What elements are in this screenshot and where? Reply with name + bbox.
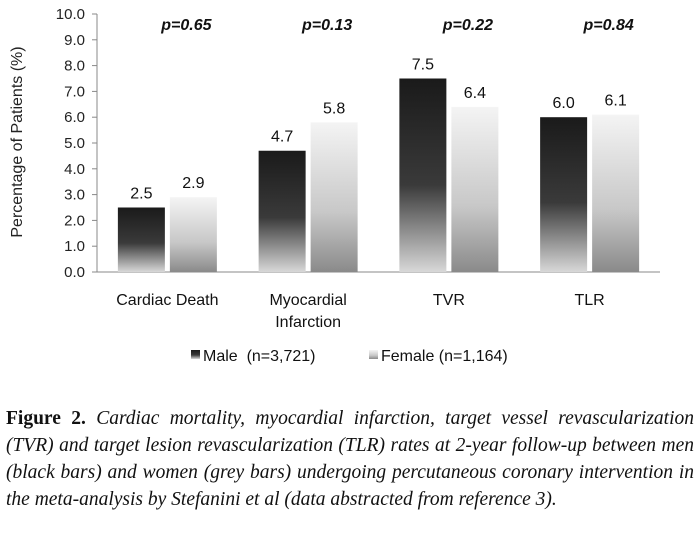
bar-value-label: 2.5 xyxy=(130,186,152,203)
p-value-annotation: p=0.22 xyxy=(442,17,493,34)
y-tick-label: 8.0 xyxy=(64,58,85,75)
bar-value-label: 4.7 xyxy=(271,129,293,146)
category-label: Cardiac Death xyxy=(116,292,218,309)
bar-male xyxy=(117,207,165,272)
y-tick-label: 6.0 xyxy=(64,109,85,126)
y-tick-label: 3.0 xyxy=(64,187,85,204)
category-label: TVR xyxy=(433,292,465,309)
bar-value-label: 2.9 xyxy=(182,175,204,192)
legend-label-female: Female (n=1,164) xyxy=(381,348,508,365)
bar-value-label: 7.5 xyxy=(412,57,434,74)
bar-value-label: 6.1 xyxy=(605,93,627,110)
y-tick-label: 10.0 xyxy=(56,6,85,23)
bar-male xyxy=(399,78,447,272)
p-value-annotation: p=0.65 xyxy=(160,17,212,34)
p-value-annotation: p=0.84 xyxy=(582,17,633,34)
bar-female xyxy=(310,122,358,272)
bar-female xyxy=(169,197,217,272)
y-tick-label: 7.0 xyxy=(64,83,85,100)
bar-value-label: 5.8 xyxy=(323,100,345,117)
bar-value-label: 6.0 xyxy=(553,95,575,112)
p-value-annotation: p=0.13 xyxy=(301,17,352,34)
y-tick-label: 9.0 xyxy=(64,32,85,49)
category-label: Myocardial xyxy=(269,292,346,309)
category-label: Infarction xyxy=(275,314,341,331)
bar-female xyxy=(451,106,499,272)
caption-label: Figure 2. xyxy=(6,408,86,429)
y-tick-label: 1.0 xyxy=(64,238,85,255)
caption-text: Cardiac mortality, myocardial infarction… xyxy=(6,408,694,510)
y-tick-label: 4.0 xyxy=(64,161,85,178)
bar-female xyxy=(592,114,640,273)
bar-male xyxy=(258,150,306,272)
bar-chart: Percentage of Patients (%) 0.0 1.0 2.0 3.0 4… xyxy=(9,6,660,365)
y-tick-label: 0.0 xyxy=(64,264,85,281)
legend-swatch-female xyxy=(369,350,378,359)
y-tick-label: 2.0 xyxy=(64,212,85,229)
y-tick-label: 5.0 xyxy=(64,135,85,152)
category-label: TLR xyxy=(575,292,605,309)
y-axis-title: Percentage of Patients (%) xyxy=(9,46,26,237)
legend-label-male: Male (n=3,721) xyxy=(203,348,316,365)
bar-male xyxy=(540,117,588,272)
figure-caption: Figure 2. Cardiac mortality, myocardial … xyxy=(6,405,694,513)
legend-swatch-male xyxy=(191,350,200,359)
bar-value-label: 6.4 xyxy=(464,85,486,102)
